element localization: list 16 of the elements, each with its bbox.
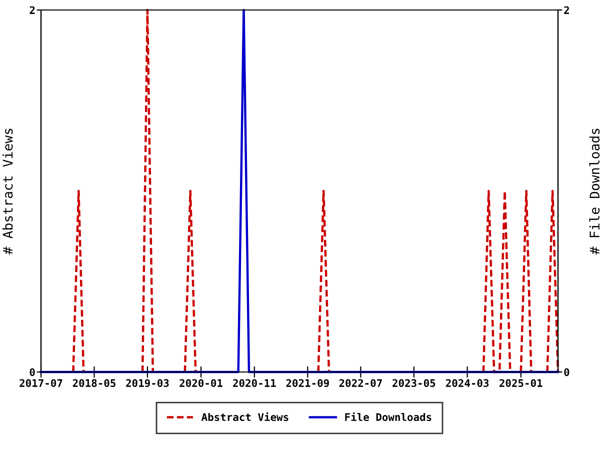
y2-axis-title: # File Downloads — [589, 128, 600, 255]
x-tick-label: 2018-05 — [72, 379, 116, 388]
x-tick-label: 2023-05 — [392, 379, 436, 388]
legend-label: File Downloads — [345, 412, 432, 422]
y2-tick-label: 0 — [564, 368, 570, 376]
legend-label: Abstract Views — [201, 412, 288, 422]
x-tick-label: 2017-07 — [20, 379, 62, 388]
x-tick-label: 2022-07 — [339, 379, 382, 388]
x-tick-label: 2025-01 — [500, 379, 542, 388]
x-tick-label: 2019-03 — [126, 379, 169, 388]
x-tick-label: 2020-01 — [180, 379, 222, 388]
x-tick-label: 2021-09 — [286, 379, 329, 388]
y-axis-title: # Abstract Views — [2, 128, 13, 255]
x-tick-label: 2020-11 — [233, 379, 276, 388]
x-tick-label: 2024-03 — [446, 379, 489, 388]
y2-tick-label: 2 — [564, 6, 569, 14]
